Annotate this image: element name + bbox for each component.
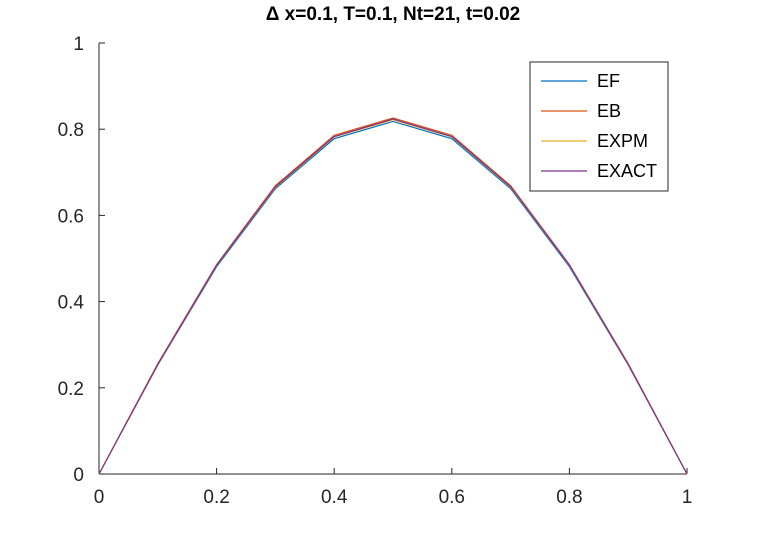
- y-tick-label: 0.6: [58, 206, 84, 227]
- legend-label-exact: EXACT: [597, 161, 657, 181]
- x-tick-label: 0.4: [321, 487, 348, 508]
- chart-title: Δ x=0.1, T=0.1, Nt=21, t=0.02: [266, 4, 520, 25]
- legend-label-expm: EXPM: [597, 131, 648, 151]
- series-layer: [98, 117, 688, 475]
- x-tick-label: 0.6: [439, 487, 465, 508]
- y-tick-label: 0.2: [58, 379, 84, 400]
- legend-label-ef: EF: [597, 71, 620, 91]
- x-tick-label: 0.2: [203, 487, 229, 508]
- axes: 0 0.2 0.4 0.6 0.8 1 0 0.2 0.4 0.6 0.8 1: [58, 34, 693, 508]
- x-tick-label: 1: [682, 487, 693, 508]
- x-tick-label: 0: [94, 487, 105, 508]
- y-tick-label: 0.8: [58, 120, 84, 141]
- series-line-exact: [98, 118, 688, 475]
- y-tick-label: 0: [73, 465, 84, 486]
- legend: EF EB EXPM EXACT: [529, 61, 669, 192]
- legend-box: [529, 61, 669, 192]
- legend-label-eb: EB: [597, 101, 621, 121]
- x-tick-label: 0.8: [556, 487, 582, 508]
- y-tick-label: 1: [73, 34, 84, 55]
- y-tick-label: 0.4: [58, 293, 85, 314]
